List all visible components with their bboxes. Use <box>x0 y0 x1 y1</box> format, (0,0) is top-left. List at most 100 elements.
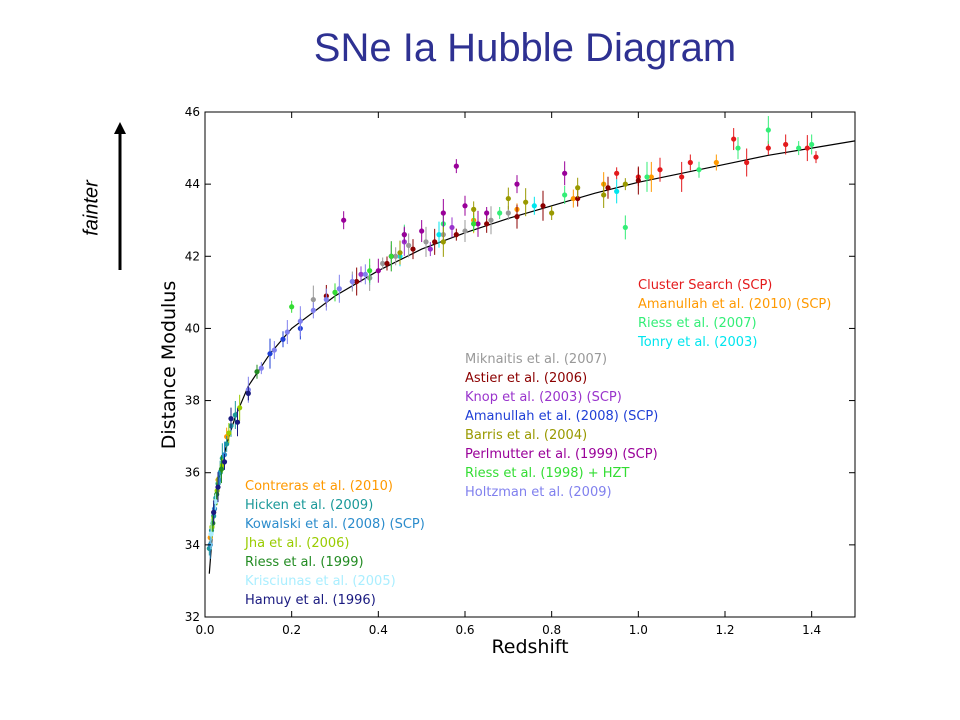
x-tick-label: 0.0 <box>195 623 214 637</box>
data-point <box>783 141 789 148</box>
data-point <box>419 228 425 234</box>
x-axis-label: Redshift <box>491 636 568 658</box>
data-point <box>323 296 329 303</box>
data-point <box>687 159 693 166</box>
data-point <box>765 127 771 133</box>
data-point <box>449 224 455 231</box>
data-point <box>226 430 232 436</box>
data-point <box>393 253 399 259</box>
data-point <box>471 221 477 227</box>
y-tick-label: 34 <box>185 538 200 552</box>
legend: Cluster Search (SCP) Amanullah et al. (20… <box>244 278 831 608</box>
data-point <box>531 203 537 209</box>
data-point <box>436 232 442 238</box>
data-point <box>570 195 576 202</box>
y-tick-label: 42 <box>185 249 200 263</box>
hubble-diagram-chart: 0.0 0.2 0.4 0.6 0.8 1.0 1.2 1.4 32 34 36 38 40 42 44 4… <box>158 105 856 658</box>
data-point <box>224 441 230 447</box>
data-point <box>635 177 641 184</box>
legend-entry: Perlmutter et al. (1999) (SCP) <box>465 447 658 462</box>
data-point <box>475 221 481 227</box>
data-point <box>406 242 412 249</box>
data-point <box>562 192 568 198</box>
data-point <box>375 268 381 274</box>
data-point <box>258 365 264 371</box>
data-point <box>234 419 241 425</box>
legend-entry: Jha et al. (2006) <box>244 536 349 551</box>
data-point <box>336 286 342 292</box>
legend-entry: Holtzman et al. (2009) <box>465 485 612 500</box>
data-point <box>341 217 347 223</box>
fainter-annotation: fainter <box>80 180 103 236</box>
legend-entry: Krisciunas et al. (2005) <box>245 574 396 589</box>
data-point <box>440 210 446 216</box>
data-point <box>657 167 663 173</box>
x-tick-label: 0.8 <box>542 623 561 637</box>
legend-entry: Riess et al. (1998) + HZT <box>465 466 629 481</box>
fainter-arrow-icon <box>114 122 126 270</box>
y-tick-label: 36 <box>185 466 200 480</box>
plot-frame <box>204 111 856 618</box>
data-point <box>462 203 468 209</box>
data-point <box>349 278 355 285</box>
legend-entry: Astier et al. (2006) <box>465 371 587 386</box>
legend-entry: Riess et al. (2007) <box>638 316 757 331</box>
data-point <box>310 296 316 303</box>
data-point <box>614 188 620 194</box>
legend-entry: Kowalski et al. (2008) (SCP) <box>245 517 425 532</box>
data-point <box>505 195 511 202</box>
x-axis-ticks: 0.0 0.2 0.4 0.6 0.8 1.0 1.2 1.4 <box>195 112 821 637</box>
data-point <box>644 174 650 180</box>
data-point <box>358 271 364 277</box>
x-tick-label: 1.0 <box>629 623 648 637</box>
x-tick-label: 1.4 <box>802 623 821 637</box>
data-point <box>310 307 316 313</box>
data-point <box>214 491 220 497</box>
y-tick-label: 32 <box>185 610 200 624</box>
legend-entry: Amanullah et al. (2010) (SCP) <box>638 297 831 312</box>
data-point <box>221 459 228 465</box>
data-point <box>497 210 503 216</box>
y-axis-ticks: 32 34 36 38 40 42 44 46 <box>185 105 855 624</box>
legend-entry: Hicken et al. (2009) <box>245 498 373 513</box>
data-point <box>228 416 234 422</box>
data-point <box>540 203 546 209</box>
data-point <box>462 228 468 234</box>
data-point <box>289 304 295 310</box>
y-tick-label: 40 <box>185 321 200 335</box>
data-point <box>562 170 568 176</box>
data-point <box>488 217 494 223</box>
data-point <box>397 250 403 256</box>
data-point <box>267 351 273 357</box>
data-point <box>622 224 628 231</box>
data-point <box>254 369 260 375</box>
data-point <box>713 159 719 166</box>
data-point <box>731 136 737 142</box>
data-point <box>453 232 459 238</box>
data-point <box>614 170 620 176</box>
data-point <box>362 271 368 277</box>
legend-entry: Cluster Search (SCP) <box>638 278 772 293</box>
x-tick-label: 0.6 <box>455 623 474 637</box>
data-point <box>380 260 386 267</box>
data-point <box>696 167 702 173</box>
data-point <box>211 509 217 515</box>
data-point <box>332 289 338 295</box>
data-point <box>484 210 490 216</box>
x-tick-label: 1.2 <box>715 623 734 637</box>
data-point <box>423 239 429 245</box>
data-point <box>813 154 819 160</box>
legend-entry: Riess et al. (1999) <box>245 555 364 570</box>
data-point <box>744 159 750 166</box>
data-point <box>453 163 459 169</box>
data-point <box>514 214 520 220</box>
data-point <box>208 531 214 537</box>
y-tick-label: 44 <box>185 177 200 191</box>
data-points-layer <box>206 116 819 559</box>
legend-entry: Miknaitis et al. (2007) <box>465 352 607 367</box>
data-point <box>410 246 416 252</box>
data-point <box>809 141 815 148</box>
data-point <box>367 268 373 274</box>
legend-entry: Knop et al. (2003) (SCP) <box>465 390 622 405</box>
y-axis-label: Distance Modulus <box>158 281 180 449</box>
